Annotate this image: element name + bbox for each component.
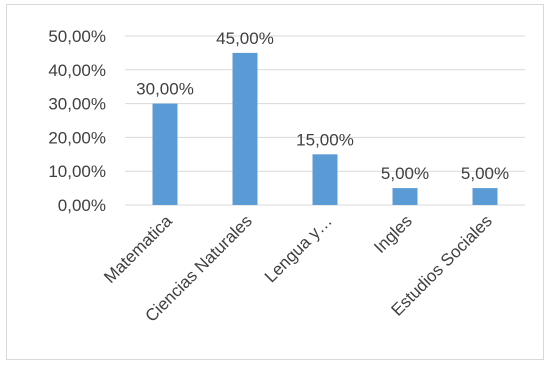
- bar: [312, 154, 338, 205]
- bars: [152, 52, 498, 206]
- x-category-label: Lengua y…: [261, 211, 336, 286]
- chart-frame: [6, 4, 544, 360]
- data-labels: 30,00% 45,00% 15,00% 5,00% 5,00%: [136, 29, 509, 183]
- y-tick-label: 50,00%: [48, 27, 106, 46]
- data-label: 5,00%: [461, 164, 509, 183]
- bar: [472, 188, 498, 205]
- data-label: 30,00%: [136, 80, 194, 99]
- y-tick-label: 10,00%: [48, 162, 106, 181]
- bar: [152, 103, 178, 205]
- y-tick-label: 40,00%: [48, 61, 106, 80]
- bar: [392, 188, 418, 205]
- data-label: 45,00%: [216, 29, 274, 48]
- y-tick-label: 0,00%: [58, 196, 106, 215]
- y-tick-label: 30,00%: [48, 95, 106, 114]
- data-label: 5,00%: [381, 164, 429, 183]
- x-category-label: Ingles: [370, 211, 416, 257]
- bar: [232, 52, 258, 206]
- x-category-label: Matematica: [100, 211, 176, 287]
- gridlines: [125, 35, 525, 206]
- y-axis-ticks: 0,00% 10,00% 20,00% 30,00% 40,00% 50,00%: [48, 27, 106, 215]
- y-tick-label: 20,00%: [48, 128, 106, 147]
- data-label: 15,00%: [296, 130, 354, 149]
